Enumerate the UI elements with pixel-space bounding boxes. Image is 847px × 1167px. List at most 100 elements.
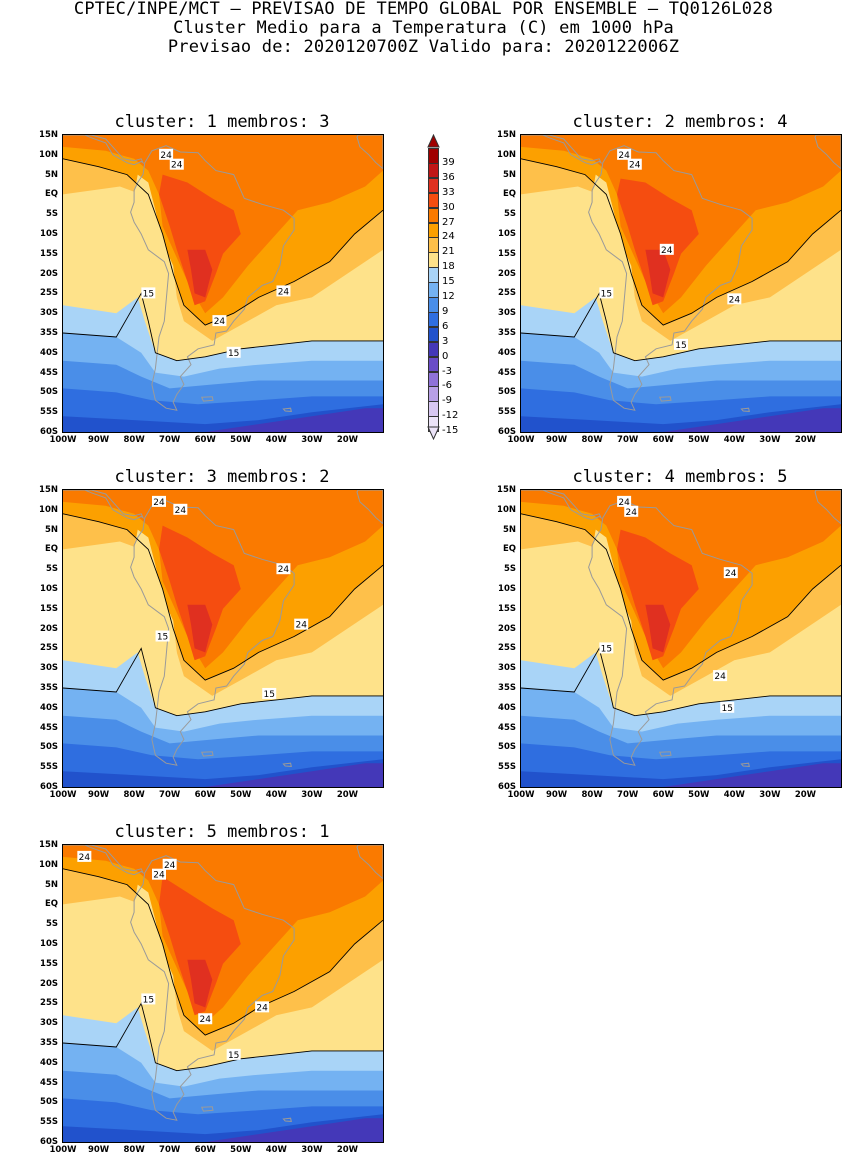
coastline bbox=[658, 751, 672, 757]
contour-label: 15 bbox=[226, 1048, 241, 1061]
lat-tick-label: 10S bbox=[40, 229, 58, 239]
lon-tick-label: 90W bbox=[545, 790, 568, 800]
header-line-2: Cluster Medio para a Temperatura (C) em … bbox=[173, 18, 674, 38]
svg-text:24: 24 bbox=[175, 506, 187, 516]
contour-label: 24 bbox=[713, 670, 728, 682]
coastline bbox=[200, 1106, 214, 1112]
legend-label: -6 bbox=[442, 380, 452, 392]
contour-15 bbox=[521, 292, 841, 362]
temperature-band bbox=[645, 604, 671, 653]
contour-label: 24 bbox=[255, 1001, 270, 1013]
lat-tick-label: 50S bbox=[40, 387, 58, 398]
temperature-band bbox=[187, 249, 213, 298]
lat-tick-label: 15N bbox=[39, 130, 58, 140]
legend-label: 21 bbox=[442, 246, 455, 258]
lat-tick-label: 5S bbox=[45, 564, 58, 575]
contour-label: 24 bbox=[159, 148, 174, 161]
coastline bbox=[282, 762, 292, 767]
coastline bbox=[200, 751, 214, 757]
contour-label: 24 bbox=[617, 495, 632, 508]
lon-tick-label: 70W bbox=[159, 435, 181, 445]
legend-swatch bbox=[428, 297, 439, 313]
legend-top-arrow bbox=[427, 134, 440, 148]
map-area: 24 24 15 24 24 15 bbox=[520, 134, 842, 433]
temperature-band bbox=[617, 178, 699, 306]
lon-tick-label: 20W bbox=[336, 435, 359, 445]
lat-tick-label: 10S bbox=[498, 584, 516, 594]
lat-tick-label: 5N bbox=[502, 169, 516, 180]
contour-24 bbox=[521, 513, 841, 681]
temperature-band bbox=[159, 876, 241, 1016]
lon-tick-label: 50W bbox=[688, 435, 710, 445]
lat-tick-label: 10N bbox=[497, 504, 516, 515]
legend-label: 12 bbox=[442, 291, 455, 302]
legend-label: 6 bbox=[442, 320, 449, 332]
temperature-band bbox=[617, 529, 699, 661]
coastline bbox=[130, 500, 295, 766]
lat-tick-label: 45S bbox=[40, 367, 58, 378]
contour-label: 15 bbox=[141, 993, 156, 1005]
lat-tick-label: 40S bbox=[40, 702, 58, 713]
lat-tick-label: 35S bbox=[40, 683, 58, 693]
lat-tick-label: EQ bbox=[44, 544, 58, 555]
lon-tick-label: 20W bbox=[336, 1145, 359, 1155]
lat-tick-label: 50S bbox=[498, 387, 516, 398]
svg-text:15: 15 bbox=[675, 341, 686, 351]
lat-tick-label: 60S bbox=[40, 1137, 58, 1147]
contour-label: 24 bbox=[624, 505, 639, 518]
lon-tick-label: 100W bbox=[49, 1145, 77, 1155]
svg-text:15: 15 bbox=[721, 704, 732, 714]
lon-tick-label: 90W bbox=[545, 435, 568, 445]
lat-tick-label: 5S bbox=[503, 209, 516, 220]
svg-text:24: 24 bbox=[661, 246, 673, 256]
panel-title: cluster: 5 membros: 1 bbox=[114, 822, 330, 842]
contour-label: 24 bbox=[294, 618, 309, 631]
lon-tick-label: 60W bbox=[652, 435, 674, 445]
legend-label: 27 bbox=[442, 216, 455, 228]
svg-text:15: 15 bbox=[143, 995, 154, 1005]
lat-tick-label: 25S bbox=[498, 288, 516, 299]
andes-cool-band bbox=[134, 174, 177, 333]
temperature-band bbox=[645, 249, 671, 298]
map-panel-cluster-4: cluster: 4 membros: 5 24 24 15 24 24 15 15N 10… bbox=[458, 467, 847, 812]
map-panel-cluster-2: cluster: 2 membros: 4 24 24 15 24 24 15 15N 10… bbox=[458, 112, 847, 457]
lon-tick-label: 90W bbox=[87, 435, 110, 445]
svg-text:24: 24 bbox=[214, 317, 226, 327]
lat-tick-label: 15N bbox=[497, 130, 516, 140]
lon-tick-label: 20W bbox=[794, 435, 817, 445]
legend-label: -9 bbox=[442, 395, 452, 407]
contour-label: 15 bbox=[599, 642, 614, 654]
lat-tick-label: 5S bbox=[45, 209, 58, 220]
legend-label: 15 bbox=[442, 276, 455, 288]
color-legend: 39 36 33 30 27 24 21 18 15 12 9 6 3 0 -3 -6 -9 -12 -15 bbox=[425, 134, 485, 444]
legend-label: 0 bbox=[442, 350, 449, 362]
lat-tick-label: 5N bbox=[44, 879, 58, 890]
lat-tick-label: 10S bbox=[40, 939, 58, 949]
lat-tick-label: 15S bbox=[40, 958, 58, 969]
lat-tick-label: 5S bbox=[45, 919, 58, 930]
lat-tick-label: 55S bbox=[498, 762, 516, 773]
svg-text:15: 15 bbox=[601, 644, 612, 654]
lon-tick-label: 30W bbox=[301, 435, 323, 445]
legend-swatch bbox=[428, 356, 439, 373]
lat-tick-label: 15S bbox=[40, 248, 58, 259]
lat-tick-label: EQ bbox=[44, 899, 58, 910]
lat-tick-label: 10S bbox=[498, 229, 516, 239]
lon-tick-label: 20W bbox=[794, 790, 817, 800]
coastline bbox=[282, 407, 292, 412]
svg-text:24: 24 bbox=[295, 621, 307, 631]
legend-label: 24 bbox=[442, 231, 455, 243]
legend-swatch bbox=[428, 207, 439, 224]
svg-text:24: 24 bbox=[625, 508, 637, 518]
coastline bbox=[130, 855, 295, 1121]
lon-tick-label: 50W bbox=[230, 790, 252, 800]
legend-swatch bbox=[428, 222, 439, 238]
coastline bbox=[740, 407, 750, 412]
svg-text:24: 24 bbox=[618, 151, 630, 161]
lon-tick-label: 60W bbox=[194, 435, 216, 445]
lat-tick-label: 45S bbox=[40, 1077, 58, 1088]
lat-tick-label: 25S bbox=[40, 643, 58, 654]
